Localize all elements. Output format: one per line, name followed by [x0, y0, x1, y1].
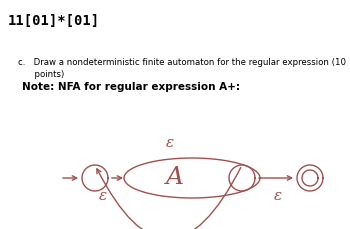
Text: points): points) [18, 70, 64, 79]
Text: ε: ε [99, 189, 107, 203]
Text: 11[01]*[01]: 11[01]*[01] [8, 14, 100, 28]
Text: c.   Draw a nondeterministic finite automaton for the regular expression (10: c. Draw a nondeterministic finite automa… [18, 58, 346, 67]
Text: ε: ε [166, 136, 174, 150]
Text: ε: ε [274, 189, 282, 203]
Text: Note: NFA for regular expression A+:: Note: NFA for regular expression A+: [22, 82, 240, 92]
Text: A: A [166, 166, 184, 190]
